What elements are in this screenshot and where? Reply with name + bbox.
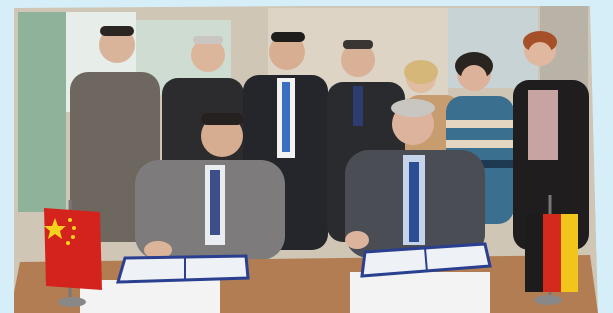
flag-star: [66, 241, 70, 245]
germany-flag-gold: [561, 214, 578, 292]
signing-folder: [118, 256, 248, 282]
flag-star: [71, 235, 75, 239]
flag-base: [58, 297, 86, 307]
window: [18, 12, 66, 212]
flag-star: [68, 218, 72, 222]
photo-scene: [0, 0, 613, 313]
germany-flag-black: [525, 214, 543, 292]
frame-edge: [0, 0, 613, 6]
flag-base: [534, 295, 562, 305]
paper: [350, 272, 490, 313]
germany-flag-red: [543, 214, 561, 292]
frame-edge: [0, 0, 14, 313]
page: [0, 0, 613, 313]
flag-star: [72, 226, 76, 230]
china-flag: [44, 208, 102, 290]
